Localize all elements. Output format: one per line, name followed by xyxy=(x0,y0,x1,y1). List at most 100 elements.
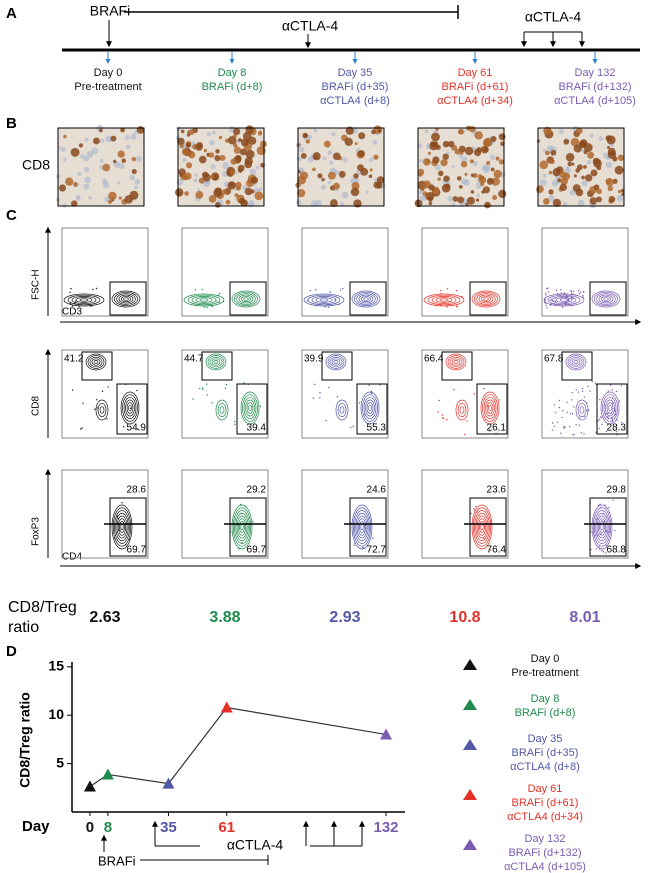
legend-label: Day 61 xyxy=(528,783,563,795)
contour xyxy=(219,406,225,414)
nucleus xyxy=(88,196,92,200)
contour xyxy=(483,396,497,420)
event xyxy=(466,420,468,422)
event xyxy=(565,298,567,300)
contour xyxy=(365,399,375,417)
event xyxy=(578,424,581,426)
timepoint-day: Day 61 xyxy=(458,67,493,79)
legend-label: αCTLA4 (d+105) xyxy=(504,861,586,873)
event xyxy=(615,430,618,433)
cd8-cell xyxy=(498,189,507,199)
contour xyxy=(213,360,219,364)
nucleus xyxy=(476,193,480,198)
contour xyxy=(114,510,130,544)
contour xyxy=(600,295,612,303)
event xyxy=(608,506,610,509)
gate xyxy=(476,383,508,435)
contour xyxy=(359,521,365,533)
cd8-cell xyxy=(234,193,239,198)
event xyxy=(234,423,236,425)
ihc-image xyxy=(55,124,145,208)
event xyxy=(368,384,370,386)
plot-frame xyxy=(61,469,149,559)
event xyxy=(579,291,582,294)
nucleus xyxy=(598,136,604,142)
cd8-cell xyxy=(563,138,570,145)
cd8-cell xyxy=(195,143,203,151)
event xyxy=(605,552,607,554)
cd8-cell xyxy=(180,174,187,181)
cd8-cell xyxy=(244,187,253,196)
cd8-cell xyxy=(215,149,220,154)
nucleus xyxy=(340,201,344,206)
nucleus xyxy=(307,156,314,163)
event xyxy=(565,295,568,297)
cd8-cell xyxy=(124,195,133,204)
contour xyxy=(67,294,101,306)
point xyxy=(83,780,96,792)
contour xyxy=(543,293,585,307)
contour xyxy=(600,391,620,425)
event xyxy=(339,289,342,291)
nucleus xyxy=(99,138,105,144)
cd8-cell xyxy=(233,146,242,154)
contour xyxy=(559,298,569,302)
gate xyxy=(81,351,113,381)
cd8-cell xyxy=(232,142,238,148)
event xyxy=(545,302,547,304)
point xyxy=(220,701,233,713)
contour xyxy=(95,399,109,421)
legend-label: Pre-treatment xyxy=(511,667,578,679)
event xyxy=(259,405,262,408)
row-label: CD8 xyxy=(22,157,50,173)
timepoint-detail: Pre-treatment xyxy=(74,81,141,93)
nucleus xyxy=(460,203,465,208)
nucleus xyxy=(209,139,215,146)
event xyxy=(599,503,601,505)
contour xyxy=(555,297,573,303)
contour xyxy=(337,402,347,418)
cd8-cell xyxy=(210,172,220,181)
contour xyxy=(358,294,374,304)
contour xyxy=(79,298,89,302)
nucleus xyxy=(447,195,453,202)
contour xyxy=(478,294,494,304)
event xyxy=(489,430,491,432)
contour xyxy=(368,404,372,412)
contour xyxy=(123,297,129,301)
cd8-cell xyxy=(63,134,67,139)
contour xyxy=(63,293,105,307)
cd8-cell xyxy=(495,156,500,161)
contour xyxy=(591,504,613,550)
event xyxy=(544,299,547,301)
event xyxy=(581,387,584,390)
cd8-cell xyxy=(573,144,582,153)
event xyxy=(598,521,600,524)
contour xyxy=(205,353,227,371)
event xyxy=(566,401,568,403)
cd8-cell xyxy=(427,151,432,155)
contour xyxy=(357,518,367,536)
contour xyxy=(486,402,494,414)
contour xyxy=(339,406,345,414)
contour xyxy=(319,298,329,302)
event xyxy=(218,294,220,297)
plot-frame xyxy=(541,469,629,559)
plot-frame xyxy=(301,469,389,559)
nucleus xyxy=(86,150,94,158)
cd8-cell xyxy=(480,182,485,187)
flow-plot xyxy=(181,227,269,317)
contour xyxy=(118,294,134,304)
contour xyxy=(593,291,619,307)
cd8-cell xyxy=(420,187,425,192)
event xyxy=(319,397,321,399)
cd8-cell xyxy=(565,153,575,162)
cd8-cell xyxy=(300,153,307,159)
cd8-cell xyxy=(486,160,491,165)
event xyxy=(327,306,330,308)
contour xyxy=(431,296,457,304)
flow-plot: 66.4 26.1 xyxy=(421,349,509,439)
nucleus xyxy=(562,201,568,207)
event xyxy=(603,404,605,406)
event xyxy=(553,404,556,406)
